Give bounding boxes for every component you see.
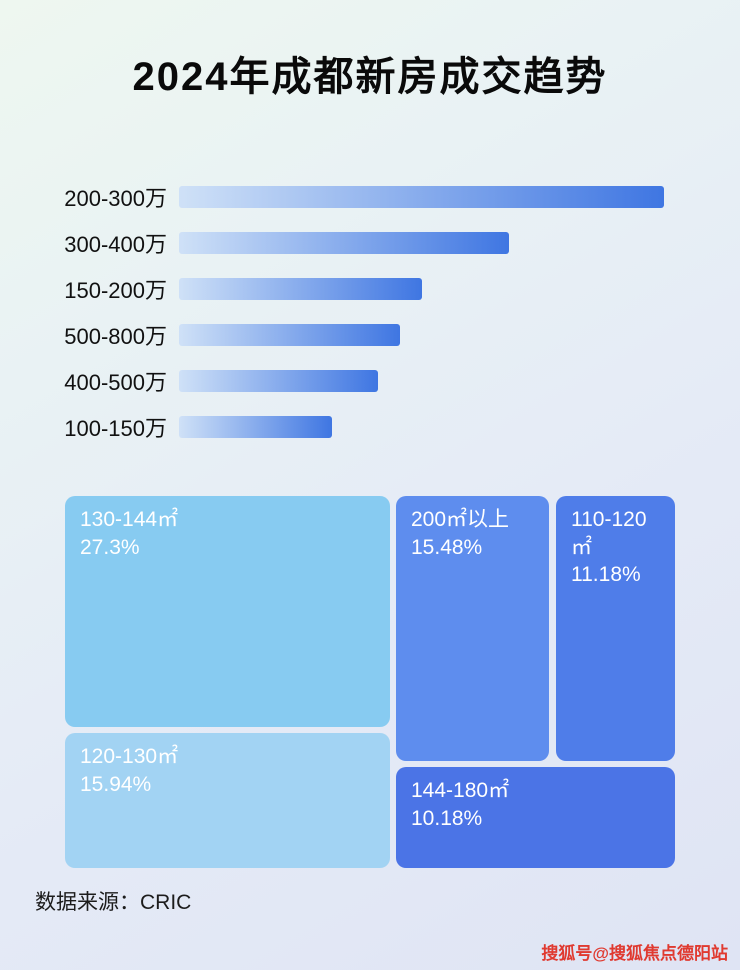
treemap-block-label: 144-180㎡ [411,779,510,802]
bar [179,186,664,208]
bar-category-label: 400-500万 [64,370,167,395]
bar-row: 100-150万 [35,404,740,450]
page-title: 2024年成都新房成交趋势 [132,55,608,99]
bar [179,324,400,346]
bar [179,232,509,254]
treemap-block-value: 27.3% [80,535,140,559]
watermark: 搜狐号@搜狐焦点德阳站 [541,944,728,963]
bar-category-label: 500-800万 [64,324,167,349]
bar-category-label: 100-150万 [64,416,167,441]
bar-chart: 200-300万 300-400万 150-200万 500-800万 400-500万… [35,174,740,450]
treemap-block-value: 11.18% [571,563,641,587]
bar-row: 300-400万 [35,220,740,266]
bar-category-label: 200-300万 [64,186,167,211]
data-source-label: 数据来源：CRIC [35,891,192,914]
treemap-block-value: 15.94% [80,772,152,796]
treemap-block: 120-130㎡ 15.94% [65,733,390,868]
treemap-chart: 130-144㎡ 27.3% 200㎡以上 15.48% 110-120㎡ 11.18% 1… [65,496,675,868]
bar-row: 150-200万 [35,266,740,312]
treemap-block: 144-180㎡ 10.18% [396,767,675,868]
bar-category-label: 300-400万 [64,232,167,257]
treemap-block-label: 200㎡以上 [411,508,510,531]
treemap-block: 110-120㎡ 11.18% [556,496,675,761]
bar [179,416,332,438]
bar-row: 500-800万 [35,312,740,358]
bar-row: 400-500万 [35,358,740,404]
treemap-block-label: 120-130㎡ [80,745,179,768]
treemap-block-label: 110-120㎡ [571,508,647,559]
treemap-block-value: 10.18% [411,806,483,830]
bar [179,370,378,392]
bar-row: 200-300万 [35,174,740,220]
treemap-block-value: 15.48% [411,535,483,559]
treemap-block-label: 130-144㎡ [80,508,179,531]
treemap-block: 200㎡以上 15.48% [396,496,549,761]
bar [179,278,422,300]
treemap-block: 130-144㎡ 27.3% [65,496,390,727]
bar-category-label: 150-200万 [64,278,167,303]
